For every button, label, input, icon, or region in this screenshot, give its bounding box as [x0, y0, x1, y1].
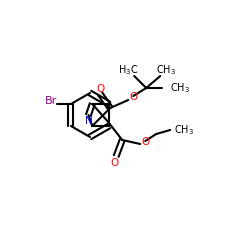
Text: O: O: [141, 137, 149, 147]
Text: CH$_3$: CH$_3$: [174, 123, 194, 137]
Text: CH$_3$: CH$_3$: [156, 63, 176, 77]
Text: N: N: [85, 116, 93, 126]
Text: CH$_3$: CH$_3$: [170, 81, 190, 95]
Text: H$_3$C: H$_3$C: [118, 63, 139, 77]
Text: O: O: [129, 92, 137, 102]
Text: O: O: [96, 84, 104, 94]
Text: O: O: [110, 158, 118, 168]
Text: Br: Br: [45, 96, 57, 106]
